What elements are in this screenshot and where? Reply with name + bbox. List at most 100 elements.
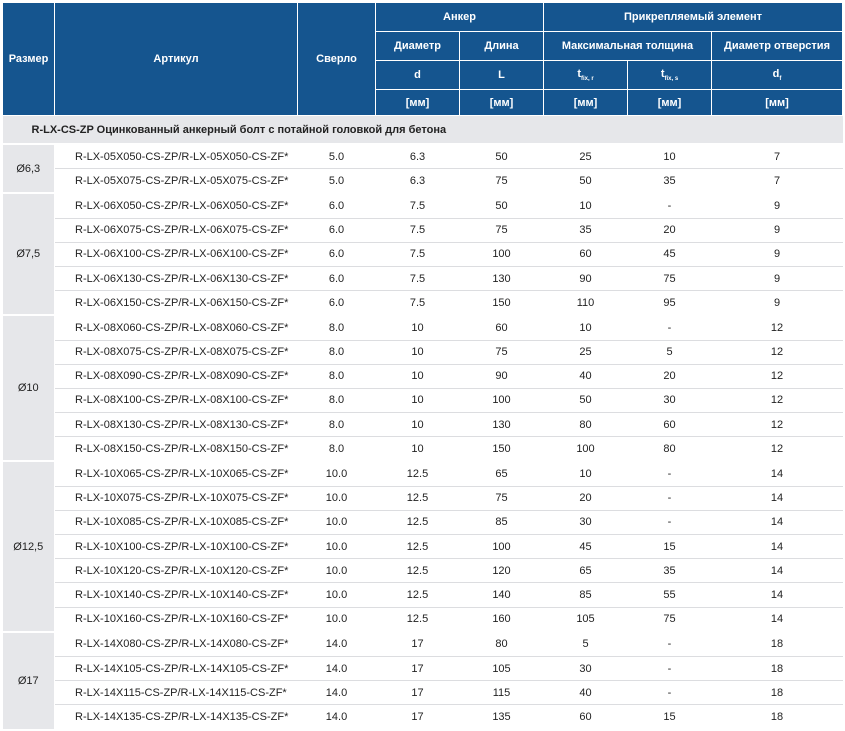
article-cell: R-LX-14X115-CS-ZP/R-LX-14X115-CS-ZF* (54, 680, 298, 706)
article-cell: R-LX-08X090-CS-ZP/R-LX-08X090-CS-ZF* (54, 364, 298, 389)
thickness-fix-s-cell: 15 (627, 704, 712, 731)
anchor-length-cell: 100 (459, 388, 544, 414)
header-size: Размер (2, 2, 55, 116)
drill-cell: 6.0 (297, 242, 376, 267)
anchor-diameter-cell: 10 (375, 315, 460, 341)
table-row: Ø17 R-LX-14X080-CS-ZP/R-LX-14X080-CS-ZF* 1… (2, 631, 843, 731)
hole-diameter-cell: 9 (711, 218, 843, 243)
anchor-diameter-cell: 10 (375, 388, 460, 414)
hole-diameter-cell: 12 (711, 340, 843, 365)
hole-diameter-cell: 14 (711, 582, 843, 608)
thickness-fix-r-cell: 30 (543, 656, 628, 682)
anchor-length-cell: 130 (459, 266, 544, 292)
hole-diameter-cell: 18 (711, 680, 843, 706)
anchor-diameter-cell: 12.5 (375, 558, 460, 584)
hole-diameter-cell: 9 (711, 290, 843, 317)
table-row: R-LX-06X130-CS-ZP/R-LX-06X130-CS-ZF* 6.0 7… (3, 266, 843, 292)
thickness-fix-s-cell: - (627, 315, 712, 341)
unit-t-fix-s: [мм] (627, 89, 712, 116)
drill-cell: 8.0 (297, 364, 376, 389)
table-row: Ø6,3 R-LX-05X050-CS-ZP/R-LX-05X050-CS-ZF*… (2, 144, 843, 195)
hole-diameter-cell: 14 (711, 607, 843, 633)
anchor-length-cell: 75 (459, 168, 544, 195)
header-diameter: Диаметр (375, 31, 460, 61)
size-cell: Ø6,3 (2, 144, 55, 195)
anchor-length-cell: 120 (459, 558, 544, 584)
table-row: R-LX-10X160-CS-ZP/R-LX-10X160-CS-ZF* 10.0… (3, 607, 843, 633)
article-cell: R-LX-06X050-CS-ZP/R-LX-06X050-CS-ZF* (54, 193, 298, 219)
thickness-fix-s-cell: - (627, 461, 712, 487)
thickness-fix-s-cell: 95 (627, 290, 712, 317)
anchor-diameter-cell: 12.5 (375, 607, 460, 633)
thickness-fix-r-cell: 40 (543, 364, 628, 389)
drill-cell: 10.0 (297, 582, 376, 608)
size-cell: Ø10 (2, 315, 55, 463)
anchor-length-cell: 150 (459, 290, 544, 317)
article-cell: R-LX-10X075-CS-ZP/R-LX-10X075-CS-ZF* (54, 486, 298, 511)
symbol-t-fix-r-main: t (577, 67, 581, 80)
anchor-length-cell: 135 (459, 704, 544, 731)
drill-cell: 8.0 (297, 412, 376, 438)
symbol-t-fix-s-sub: fix, s (664, 76, 679, 83)
drill-cell: 14.0 (297, 680, 376, 706)
table-row: R-LX-10X100-CS-ZP/R-LX-10X100-CS-ZF* 10.0… (3, 534, 843, 560)
thickness-fix-r-cell: 5 (543, 631, 628, 657)
size-cell: Ø17 (2, 631, 55, 731)
anchor-diameter-cell: 7.5 (375, 218, 460, 243)
hole-diameter-cell: 14 (711, 558, 843, 584)
article-cell: R-LX-06X100-CS-ZP/R-LX-06X100-CS-ZF* (54, 242, 298, 267)
anchor-length-cell: 50 (459, 144, 544, 170)
symbol-d: d (375, 60, 460, 90)
hole-diameter-cell: 18 (711, 631, 843, 657)
symbol-df-main: d (772, 67, 780, 80)
thickness-fix-r-cell: 10 (543, 193, 628, 219)
table-row: R-LX-06X100-CS-ZP/R-LX-06X100-CS-ZF* 6.0 7… (3, 242, 843, 267)
hole-diameter-cell: 18 (711, 704, 843, 731)
hole-diameter-cell: 14 (711, 486, 843, 511)
article-cell: R-LX-08X130-CS-ZP/R-LX-08X130-CS-ZF* (54, 412, 298, 438)
drill-cell: 14.0 (297, 631, 376, 657)
symbol-t-fix-s: tfix, s (627, 60, 712, 90)
hole-diameter-cell: 7 (711, 144, 843, 170)
thickness-fix-r-cell: 80 (543, 412, 628, 438)
table-row: R-LX-06X150-CS-ZP/R-LX-06X150-CS-ZF* 6.0 7… (3, 290, 843, 317)
anchor-diameter-cell: 7.5 (375, 290, 460, 317)
thickness-fix-s-cell: 5 (627, 340, 712, 365)
thickness-fix-s-cell: - (627, 656, 712, 682)
symbol-t-fix-r-sub: fix, r (581, 76, 594, 83)
table-row: R-LX-14X115-CS-ZP/R-LX-14X115-CS-ZF* 14.0… (3, 680, 843, 706)
table-row: R-LX-05X075-CS-ZP/R-LX-05X075-CS-ZF* 5.0 6… (3, 168, 843, 195)
table-row: R-LX-10X075-CS-ZP/R-LX-10X075-CS-ZF* 10.0… (3, 486, 843, 511)
table-body: R-LX-CS-ZP Оцинкованный анкерный болт с … (2, 115, 843, 731)
thickness-fix-r-cell: 20 (543, 486, 628, 511)
thickness-fix-s-cell: 10 (627, 144, 712, 170)
article-cell: R-LX-05X075-CS-ZP/R-LX-05X075-CS-ZF* (54, 168, 298, 195)
size-cell: Ø7,5 (2, 193, 55, 317)
anchor-diameter-cell: 12.5 (375, 534, 460, 560)
header-attached-element: Прикрепляемый элемент (542, 2, 844, 32)
thickness-fix-s-cell: - (627, 193, 712, 219)
header-hole-diameter: Диаметр отверстия (710, 31, 844, 61)
article-cell: R-LX-10X140-CS-ZP/R-LX-10X140-CS-ZF* (54, 582, 298, 608)
table-row: R-LX-10X120-CS-ZP/R-LX-10X120-CS-ZF* 10.0… (3, 558, 843, 584)
drill-cell: 10.0 (297, 461, 376, 487)
header-anchor: Анкер (375, 2, 544, 32)
thickness-fix-r-cell: 100 (543, 436, 628, 463)
table-row: R-LX-06X075-CS-ZP/R-LX-06X075-CS-ZF* 6.0 7… (3, 218, 843, 243)
article-cell: R-LX-08X060-CS-ZP/R-LX-08X060-CS-ZF* (54, 315, 298, 341)
article-cell: R-LX-10X065-CS-ZP/R-LX-10X065-CS-ZF* (54, 461, 298, 487)
drill-cell: 6.0 (297, 193, 376, 219)
drill-cell: 14.0 (297, 656, 376, 682)
symbol-t-fix-s-main: t (660, 67, 665, 80)
anchor-diameter-cell: 6.3 (375, 144, 460, 170)
anchor-length-cell: 115 (459, 680, 544, 706)
anchor-diameter-cell: 7.5 (375, 242, 460, 267)
drill-cell: 14.0 (297, 704, 376, 731)
anchor-diameter-cell: 12.5 (375, 486, 460, 511)
hole-diameter-cell: 14 (711, 510, 843, 536)
anchor-length-cell: 75 (459, 340, 544, 365)
unit-t-fix-r: [мм] (543, 89, 628, 116)
thickness-fix-r-cell: 10 (543, 315, 628, 341)
hole-diameter-cell: 12 (711, 315, 843, 341)
